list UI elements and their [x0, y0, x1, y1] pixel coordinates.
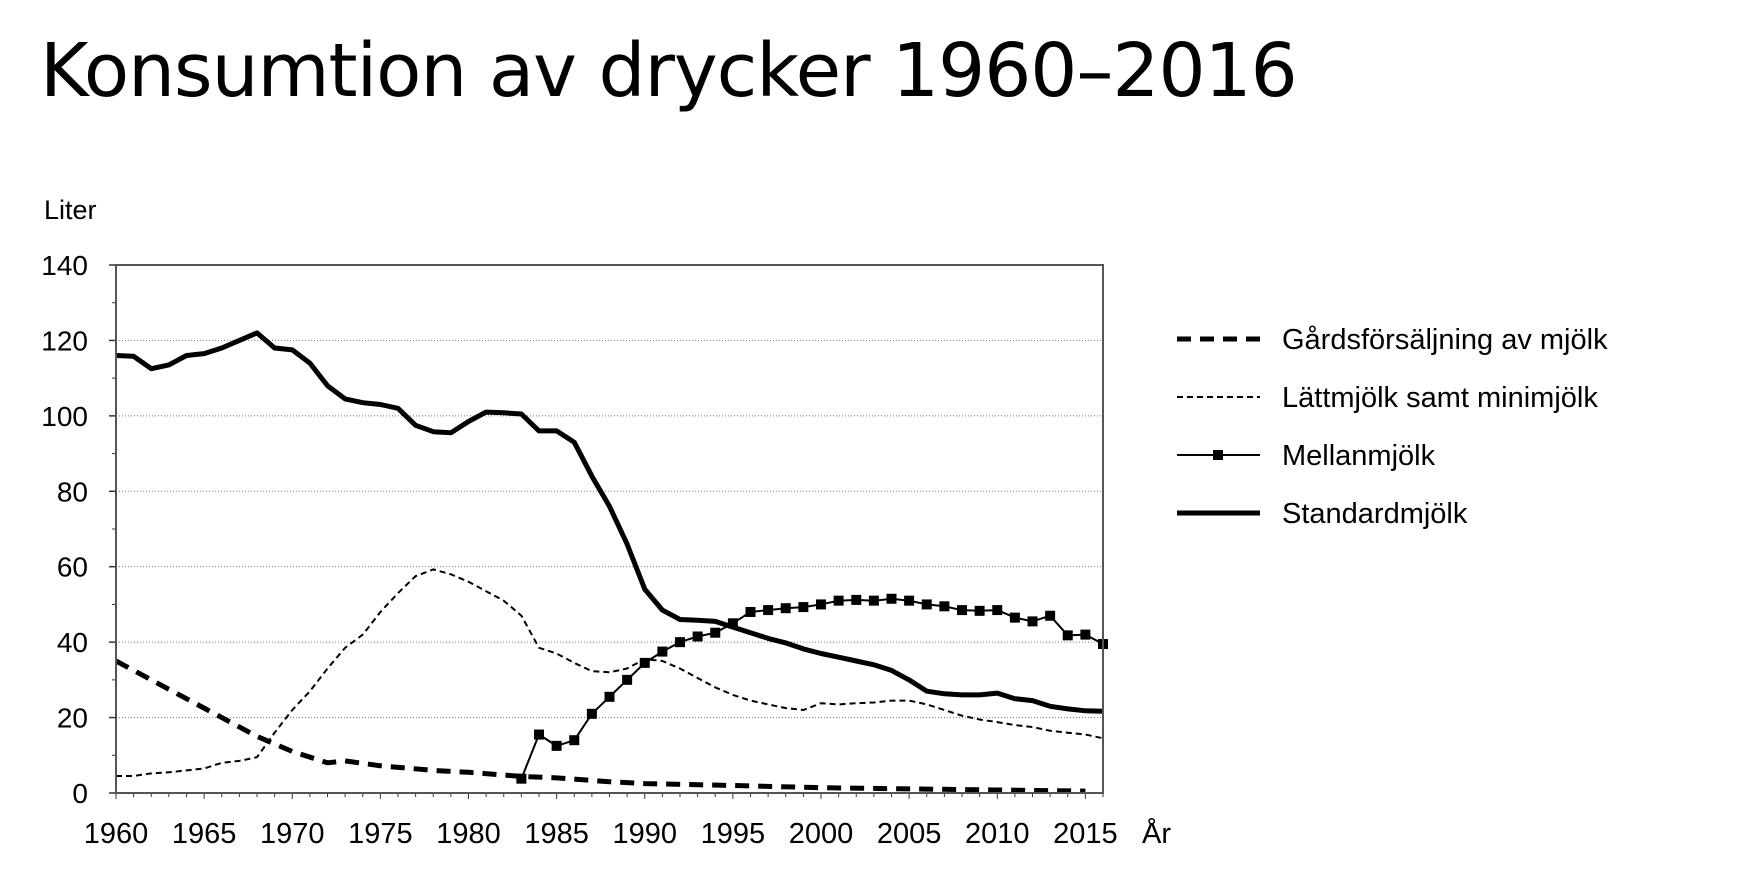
x-tick-label: 2010 — [965, 818, 1030, 850]
data-point-marker — [710, 627, 721, 638]
legend-marker — [1213, 450, 1223, 460]
y-tick-label: 0 — [72, 778, 88, 809]
x-tick-label: 2005 — [877, 818, 942, 850]
data-point-marker — [763, 605, 774, 616]
x-tick-label: 1985 — [524, 818, 589, 850]
series-line — [520, 597, 1104, 780]
x-axis-ticks: 1960 1965 1970 1975 1980 1985 1990 1995 2000 2005… — [84, 793, 1118, 850]
data-point-marker — [798, 602, 809, 613]
y-axis-ticks: 0 20 40 60 80 100 120 140 — [41, 250, 116, 809]
y-tick-label: 60 — [57, 552, 88, 583]
x-tick-label: 2015 — [1053, 818, 1118, 850]
data-point-marker — [1062, 630, 1073, 641]
data-point-marker — [957, 605, 967, 616]
data-point-marker — [516, 773, 527, 784]
data-point-marker — [657, 646, 668, 657]
legend: Gårdsförsäljning av mjölk Lättmjölk samt … — [1177, 324, 1608, 530]
data-point-marker — [675, 637, 685, 648]
data-point-marker — [1080, 629, 1091, 640]
data-point-marker — [886, 593, 897, 604]
data-point-marker — [939, 601, 950, 612]
data-point-marker — [745, 606, 756, 617]
x-tick-label: 1960 — [84, 818, 149, 850]
y-tick-label: 20 — [57, 703, 88, 734]
series-line — [115, 330, 1104, 714]
x-tick-label: 1970 — [260, 818, 325, 850]
y-axis-label: Liter — [44, 195, 97, 225]
series-line — [116, 568, 1104, 777]
x-tick-label: 1975 — [348, 818, 413, 850]
data-point-marker — [868, 595, 879, 606]
data-point-marker — [692, 631, 703, 642]
data-point-marker — [604, 691, 615, 702]
x-tick-label: 1965 — [172, 818, 237, 850]
legend-label: Lättmjölk samt minimjölk — [1282, 382, 1598, 414]
x-tick-label: 1980 — [436, 818, 501, 850]
data-point-marker — [569, 735, 580, 746]
data-point-marker — [1045, 610, 1056, 621]
y-tick-label: 80 — [57, 476, 88, 507]
series-lines — [114, 330, 1108, 794]
y-tick-label: 120 — [41, 325, 88, 356]
plot-frame — [115, 264, 1104, 794]
data-point-marker — [904, 595, 915, 606]
x-tick-label: 2000 — [789, 818, 854, 850]
data-point-marker — [851, 594, 862, 605]
data-point-marker — [551, 740, 562, 751]
data-point-marker — [833, 595, 844, 606]
data-point-marker — [780, 603, 791, 614]
y-tick-label: 40 — [57, 627, 88, 658]
series-line — [114, 658, 1086, 794]
data-point-marker — [727, 618, 738, 629]
data-point-marker — [992, 605, 1003, 616]
data-point-marker — [1009, 612, 1020, 623]
y-tick-label: 100 — [41, 401, 88, 432]
x-tick-label: 1990 — [612, 818, 677, 850]
data-point-marker — [921, 599, 932, 610]
y-tick-label: 140 — [41, 250, 88, 281]
data-point-marker — [816, 599, 826, 610]
data-point-marker — [1027, 616, 1038, 627]
data-point-marker — [586, 708, 597, 719]
x-axis-label: År — [1142, 817, 1171, 850]
grid-lines — [116, 339, 1103, 719]
data-point-marker — [622, 674, 633, 685]
chart-title: Konsumtion av drycker 1960–2016 — [40, 28, 1298, 114]
legend-label: Standardmjölk — [1282, 498, 1468, 530]
data-point-marker — [639, 657, 650, 668]
data-point-marker — [534, 729, 544, 740]
legend-label: Mellanmjölk — [1282, 440, 1436, 472]
legend-label: Gårdsförsäljning av mjölk — [1282, 324, 1608, 356]
x-tick-label: 1995 — [701, 818, 766, 850]
data-point-marker — [974, 605, 985, 616]
